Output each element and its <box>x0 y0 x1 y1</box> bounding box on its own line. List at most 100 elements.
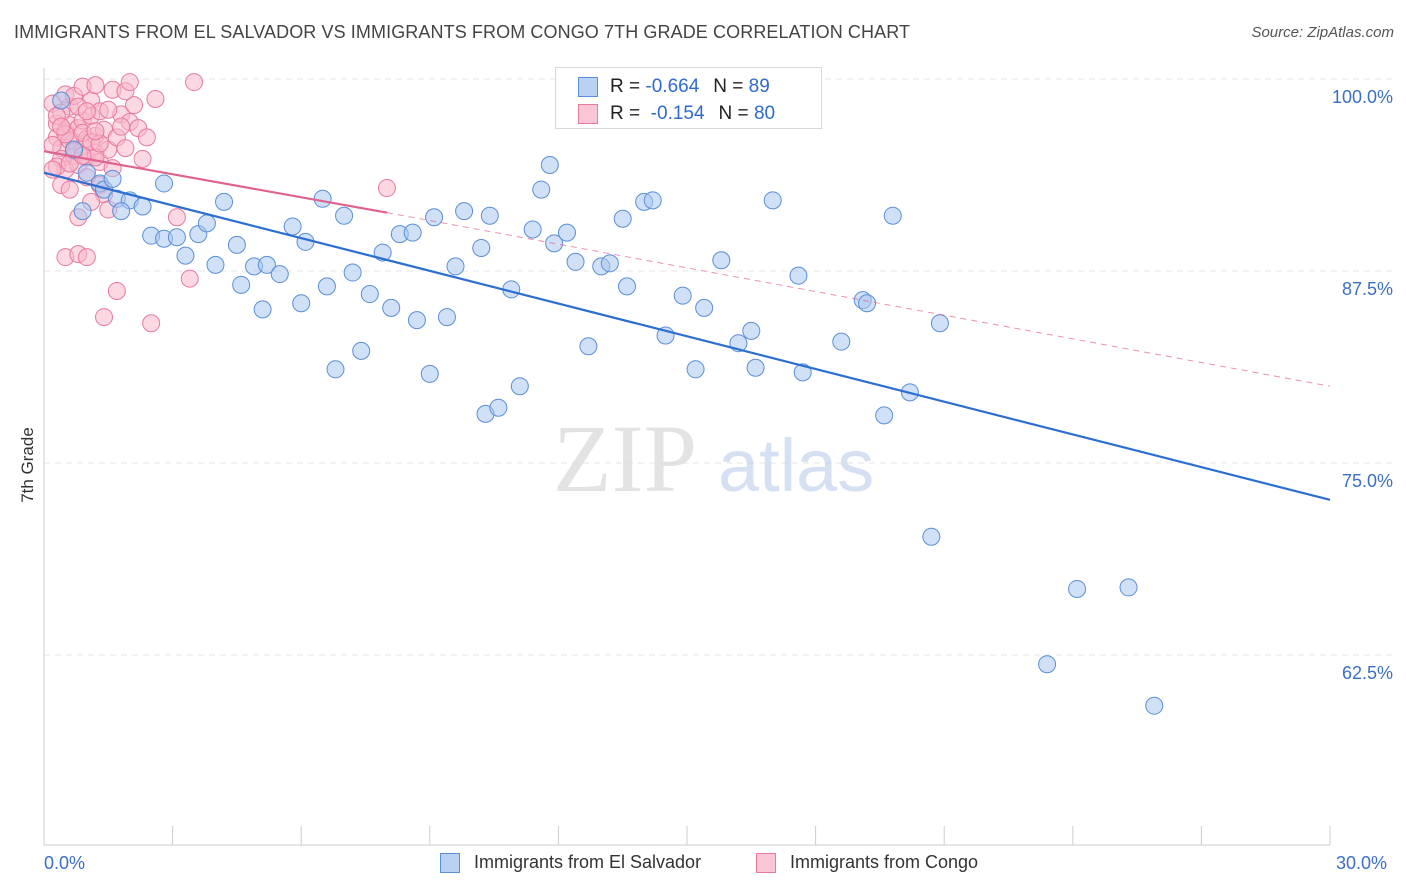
y-tick-label: 87.5% <box>1342 279 1393 299</box>
el-salvador-point <box>600 254 619 273</box>
legend-swatch-blue <box>578 77 598 97</box>
el-salvador-point <box>532 180 551 199</box>
congo-trend-line <box>43 150 388 214</box>
chart-title: IMMIGRANTS FROM EL SALVADOR VS IMMIGRANT… <box>14 22 911 42</box>
el-salvador-point <box>523 220 542 239</box>
x-axis-min-label: 0.0% <box>44 853 86 873</box>
legend-r-label: R = <box>610 103 641 124</box>
el-salvador-point <box>425 208 444 227</box>
bottom-legend-pink: Immigrants from Congo <box>756 852 978 873</box>
pink-series <box>43 73 396 333</box>
stats-legend: R = -0.664 N = 89 R = -0.154 N = 80 <box>555 67 822 129</box>
el-salvador-point <box>1068 579 1087 598</box>
congo-point <box>180 269 199 288</box>
y-tick-labels: 100.0% 87.5% 75.0% 62.5% <box>1332 87 1393 683</box>
el-salvador-point <box>557 223 576 242</box>
watermark: ZIP atlas <box>553 405 874 512</box>
el-salvador-point <box>673 286 692 305</box>
el-salvador-point <box>65 140 84 159</box>
el-salvador-point <box>712 251 731 270</box>
el-salvador-point <box>922 527 941 546</box>
grid-layer <box>44 78 1392 656</box>
congo-point <box>52 117 71 136</box>
el-salvador-point <box>1038 655 1057 674</box>
el-salvador-point <box>206 255 225 274</box>
congo-point <box>77 102 96 121</box>
el-salvador-trend-line <box>43 171 1331 501</box>
el-salvador-point <box>232 275 251 294</box>
congo-point <box>125 96 144 115</box>
el-salvador-point <box>566 252 585 271</box>
el-salvador-point <box>270 265 289 284</box>
y-tick-label: 100.0% <box>1332 87 1393 107</box>
el-salvador-point <box>793 363 812 382</box>
el-salvador-point <box>643 191 662 210</box>
el-salvador-point <box>695 298 714 317</box>
el-salvador-point <box>335 206 354 225</box>
el-salvador-point <box>313 189 332 208</box>
el-salvador-point <box>343 263 362 282</box>
el-salvador-point <box>617 277 636 296</box>
legend-r-label: R = <box>610 76 641 97</box>
el-salvador-point <box>446 257 465 276</box>
legend-row-blue: R = -0.664 N = 89 <box>578 76 770 98</box>
el-salvador-point <box>883 206 902 225</box>
el-salvador-point <box>742 321 761 340</box>
el-salvador-point <box>326 360 345 379</box>
congo-trend-extension <box>386 212 1331 387</box>
el-salvador-point <box>489 398 508 417</box>
el-salvador-point <box>540 156 559 175</box>
watermark-zip: ZIP <box>553 405 697 512</box>
bottom-legend-label-blue: Immigrants from El Salvador <box>474 852 702 872</box>
blue-series <box>52 91 1164 715</box>
el-salvador-point <box>73 202 92 221</box>
el-salvador-point <box>382 298 401 317</box>
el-salvador-point <box>437 308 456 327</box>
congo-point <box>142 314 161 333</box>
congo-point <box>112 117 131 136</box>
el-salvador-point <box>613 209 632 228</box>
el-salvador-point <box>103 169 122 188</box>
el-salvador-point <box>292 294 311 313</box>
el-salvador-point <box>283 217 302 236</box>
el-salvador-point <box>789 266 808 285</box>
el-salvador-point <box>420 364 439 383</box>
el-salvador-point <box>455 202 474 221</box>
el-salvador-point <box>197 214 216 233</box>
congo-point <box>116 139 135 158</box>
el-salvador-point <box>317 277 336 296</box>
congo-point <box>107 281 126 300</box>
el-salvador-point <box>407 311 426 330</box>
el-salvador-point <box>52 91 71 110</box>
watermark-atlas: atlas <box>718 424 874 507</box>
el-salvador-point <box>746 358 765 377</box>
congo-point <box>146 89 165 108</box>
legend-n-label: N = <box>713 76 744 97</box>
legend-n-value: 80 <box>753 103 776 124</box>
bottom-legend-swatch-pink <box>756 852 776 873</box>
congo-point <box>95 308 114 327</box>
el-salvador-point <box>77 163 96 182</box>
el-salvador-point <box>133 197 152 216</box>
congo-point <box>86 122 105 141</box>
el-salvador-point <box>155 174 174 193</box>
congo-point <box>60 180 79 199</box>
el-salvador-point <box>472 238 491 257</box>
congo-point <box>77 248 96 267</box>
bottom-legend-blue: Immigrants from El Salvador <box>440 852 701 873</box>
legend-n-value: 89 <box>748 76 770 97</box>
bottom-legend-swatch-blue <box>440 852 460 873</box>
el-salvador-point <box>215 192 234 211</box>
congo-point <box>99 100 118 119</box>
y-tick-label: 75.0% <box>1342 471 1393 491</box>
y-tick-label: 62.5% <box>1342 663 1393 683</box>
congo-point <box>377 179 396 198</box>
el-salvador-point <box>510 377 529 396</box>
el-salvador-point <box>1119 578 1138 597</box>
el-salvador-point <box>403 223 422 242</box>
congo-point <box>137 128 156 147</box>
el-salvador-point <box>253 300 272 319</box>
el-salvador-point <box>112 202 131 221</box>
el-salvador-point <box>176 246 195 265</box>
